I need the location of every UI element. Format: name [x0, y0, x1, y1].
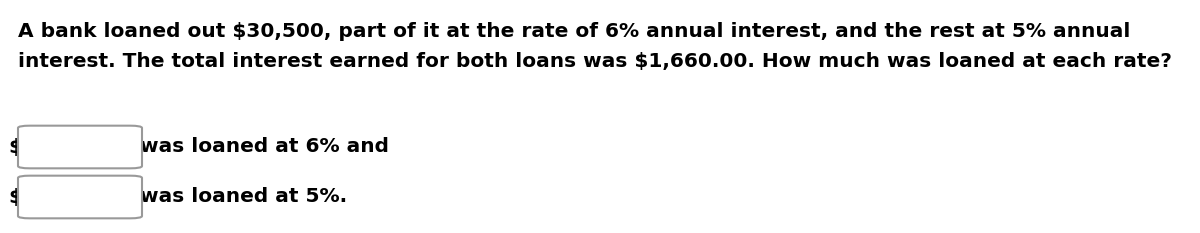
Text: was loaned at 5%.: was loaned at 5%.: [140, 188, 347, 206]
Text: $: $: [8, 188, 22, 206]
Text: interest. The total interest earned for both loans was $1,660.00. How much was l: interest. The total interest earned for …: [18, 52, 1172, 71]
Text: A bank loaned out $30,500, part of it at the rate of 6% annual interest, and the: A bank loaned out $30,500, part of it at…: [18, 22, 1130, 41]
Text: $: $: [8, 137, 22, 157]
Text: was loaned at 6% and: was loaned at 6% and: [140, 137, 389, 157]
